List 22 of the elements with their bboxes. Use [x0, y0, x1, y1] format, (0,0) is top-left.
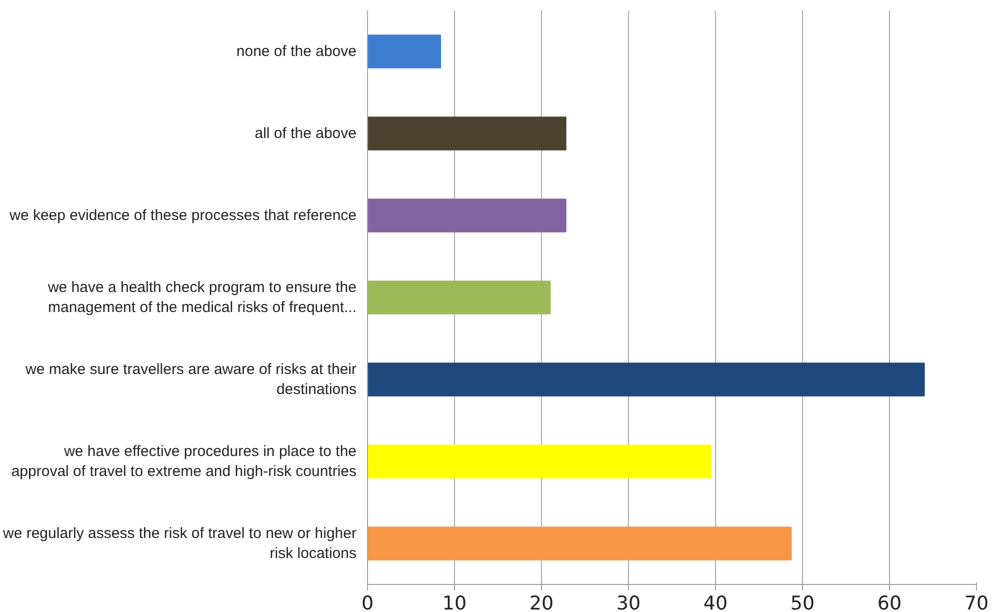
bar: [368, 280, 551, 314]
bar: [368, 34, 442, 68]
y-tick-label: we make sure travellers are aware of risks at their destinations: [24, 360, 357, 398]
y-tick-label: we keep evidence of these processes that reference: [8, 207, 356, 224]
y-tick-label: we have a health check program to ensure the management of the medical risks of frequent...: [46, 278, 357, 316]
bar: [368, 198, 566, 232]
x-tick-label: 30: [616, 592, 641, 612]
x-tick-label: 60: [877, 592, 902, 612]
y-tick-label: we regularly assess the risk of travel to new or higher risk locations: [2, 524, 357, 562]
x-tick-label: 10: [442, 592, 467, 612]
x-tick-label: 50: [790, 592, 815, 612]
y-tick-label: we have effective procedures in place to the approval of travel to extreme and high-risk countries: [11, 442, 357, 480]
x-tick-label: 70: [964, 592, 989, 612]
x-tick-label: 20: [529, 592, 554, 612]
bar: [368, 362, 925, 396]
y-tick-label: all of the above: [254, 125, 357, 142]
y-tick-label: none of the above: [236, 43, 357, 60]
bar: [368, 116, 566, 150]
x-tick-label: 0: [361, 592, 374, 612]
bar: [368, 444, 712, 478]
bar: [368, 526, 792, 560]
x-tick-label: 40: [703, 592, 728, 612]
